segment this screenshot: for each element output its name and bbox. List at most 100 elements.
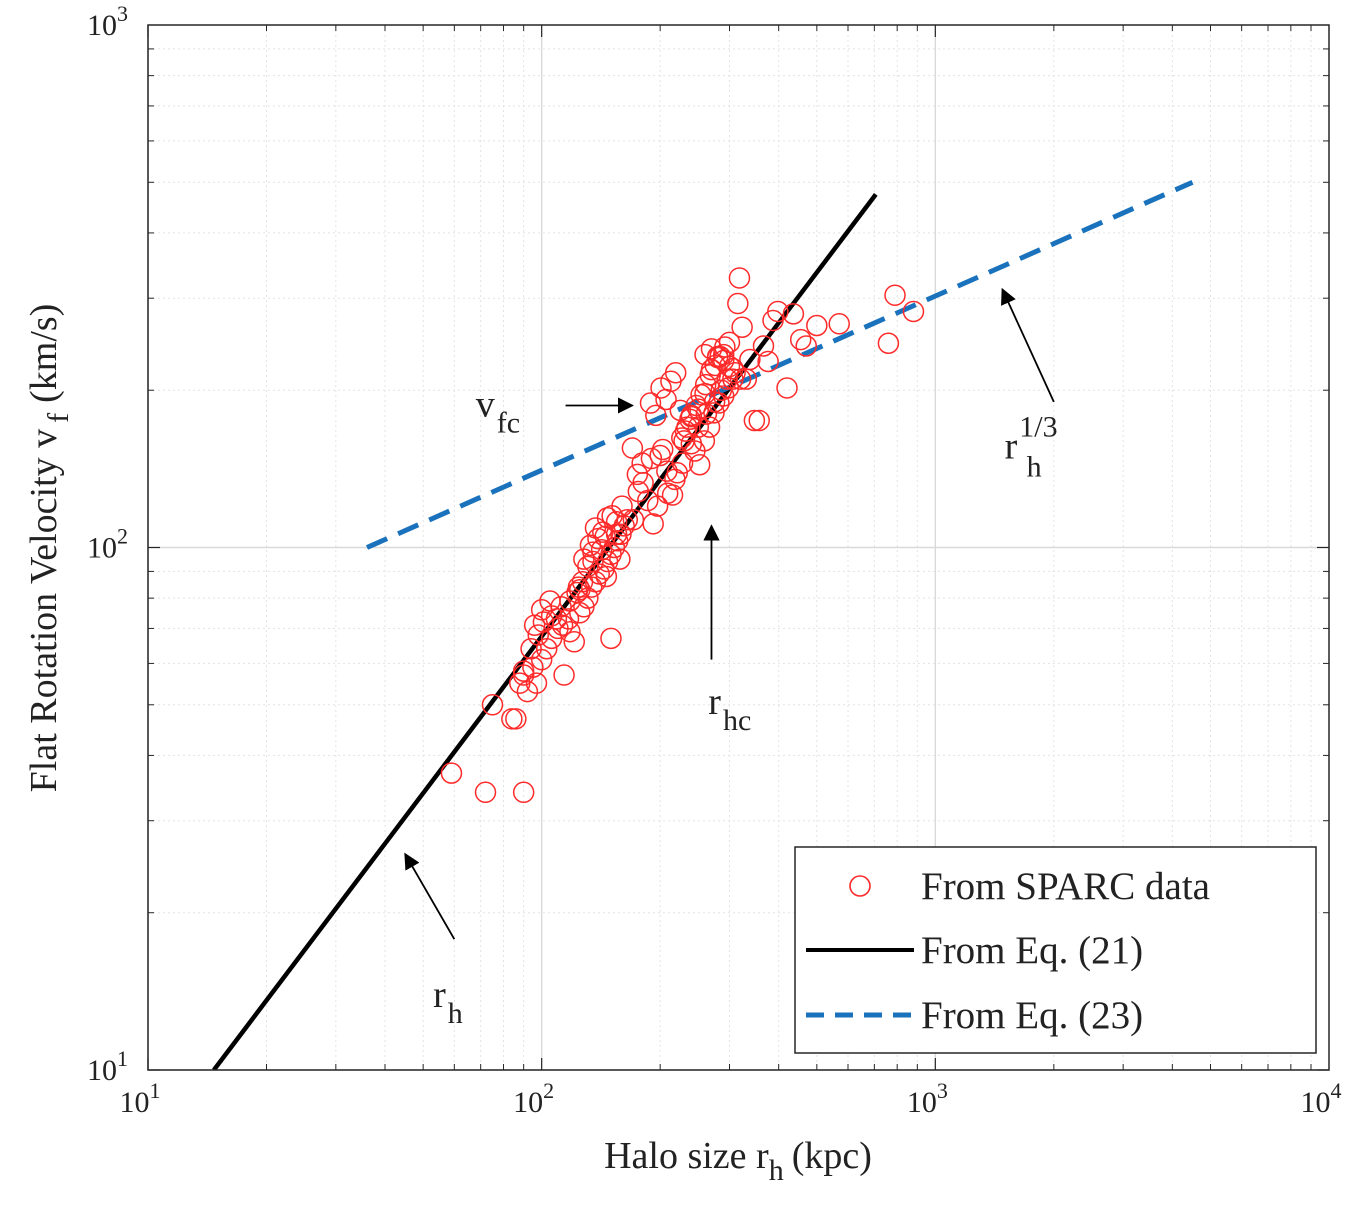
x-axis-label-main: Halo size r — [604, 1135, 769, 1177]
sparc-point — [516, 680, 539, 703]
sparc-point — [703, 391, 726, 413]
sparc-point — [523, 614, 546, 636]
y-tick-label: 103 — [87, 1, 128, 42]
sparc-point — [474, 781, 497, 804]
sparc-point — [902, 300, 925, 323]
sparc-point — [594, 525, 616, 548]
sparc-point — [545, 608, 568, 630]
y-axis-label-unit: (km/s) — [23, 304, 65, 403]
sparc-point — [520, 638, 542, 660]
y-axis-label: Flat Rotation Velocity v f (km/s) — [23, 304, 75, 793]
annotations: vfc rhc r1/3 h rh — [404, 287, 1058, 1030]
sparc-point — [789, 328, 812, 351]
sparc-point — [728, 267, 751, 289]
annotation-label-rh13: r1/3 h — [1005, 411, 1058, 484]
sparc-point — [582, 550, 604, 573]
sparc-point — [522, 656, 544, 678]
sparc-point — [642, 513, 664, 535]
sparc-point — [729, 368, 752, 390]
x-tick-label: 104 — [1301, 1078, 1342, 1119]
sparc-point — [661, 484, 684, 506]
sparc-point — [590, 539, 613, 561]
sparc-point — [828, 313, 850, 335]
sparc-point — [525, 672, 548, 694]
y-tick-label: 102 — [87, 524, 128, 565]
sparc-point — [639, 392, 662, 414]
series-layer — [212, 180, 1194, 1070]
sparc-point — [621, 437, 644, 459]
tick-labels: 101 102 103 104 101 102 103 — [87, 1, 1342, 1119]
sparc-point — [440, 762, 463, 784]
axis-ticks — [147, 25, 1329, 1071]
sparc-point — [645, 404, 667, 427]
sparc-point — [724, 361, 746, 384]
sparc-point — [688, 454, 711, 476]
sparc-point — [674, 420, 697, 442]
sparc-point — [573, 548, 595, 570]
sparc-point — [571, 570, 594, 593]
x-tick-label: 102 — [513, 1078, 554, 1119]
legend-label-eq21: From Eq. (21) — [921, 929, 1143, 972]
sparc-point — [757, 350, 779, 373]
annotation-arrow-rh — [404, 852, 456, 940]
sparc-point — [731, 316, 753, 338]
sparc-point — [695, 403, 718, 425]
sparc-point — [664, 361, 687, 384]
sparc-point — [512, 781, 535, 804]
y-tick-label: 101 — [87, 1046, 128, 1087]
sparc-point — [712, 349, 735, 372]
sparc-point — [698, 416, 721, 438]
sparc-point — [806, 314, 828, 337]
sparc-point — [605, 511, 628, 533]
sparc-point — [640, 447, 663, 470]
sparc-point — [557, 608, 580, 630]
eq23-line — [365, 180, 1194, 550]
sparc-point — [610, 523, 632, 546]
sparc-point — [671, 452, 694, 474]
sparc-point — [540, 605, 563, 627]
sparc-point — [727, 292, 749, 315]
sparc-point — [680, 405, 703, 428]
sparc-point — [884, 284, 906, 306]
sparc-point — [687, 416, 710, 438]
sparc-point — [559, 620, 581, 643]
sparc-point — [877, 332, 900, 354]
sparc-point — [776, 377, 798, 399]
sparc-point — [481, 694, 504, 716]
sparc-point — [600, 627, 622, 650]
sparc-point — [782, 303, 805, 325]
sparc-point — [605, 523, 628, 546]
sparc-point — [595, 565, 618, 588]
legend-marker-sparc — [849, 875, 871, 897]
y-axis-label-sub: f — [42, 413, 75, 423]
sparc-point — [710, 379, 733, 401]
x-tick-label: 101 — [120, 1078, 161, 1119]
sparc-point — [767, 300, 789, 323]
sparc-point — [706, 345, 729, 368]
sparc-point — [626, 463, 649, 486]
annotation-label-rhc: rhc — [708, 681, 751, 737]
sparc-point — [739, 348, 761, 371]
sparc-point — [609, 548, 631, 570]
sparc-point — [637, 489, 659, 512]
legend: From SPARC data From Eq. (21) From Eq. (… — [794, 846, 1317, 1054]
sparc-point — [505, 708, 527, 730]
sparc-point — [700, 338, 723, 360]
sparc-point — [501, 708, 523, 730]
sparc-point — [795, 335, 817, 357]
x-axis-label-sub: h — [769, 1154, 784, 1187]
sparc-point — [703, 402, 725, 424]
sparc-point — [752, 335, 775, 357]
sparc-point — [563, 631, 586, 653]
legend-label-eq23: From Eq. (23) — [921, 994, 1143, 1037]
x-axis-label: Halo size rh (kpc) — [604, 1135, 872, 1187]
y-axis-label-main: Flat Rotation Velocity v — [23, 429, 65, 792]
sparc-point — [512, 660, 535, 682]
sparc-point — [743, 409, 766, 432]
sparc-point — [532, 611, 555, 633]
x-tick-label: 103 — [907, 1078, 948, 1119]
sparc-point — [694, 373, 717, 396]
legend-label-sparc: From SPARC data — [921, 865, 1210, 908]
annotation-label-rh: rh — [433, 974, 463, 1030]
